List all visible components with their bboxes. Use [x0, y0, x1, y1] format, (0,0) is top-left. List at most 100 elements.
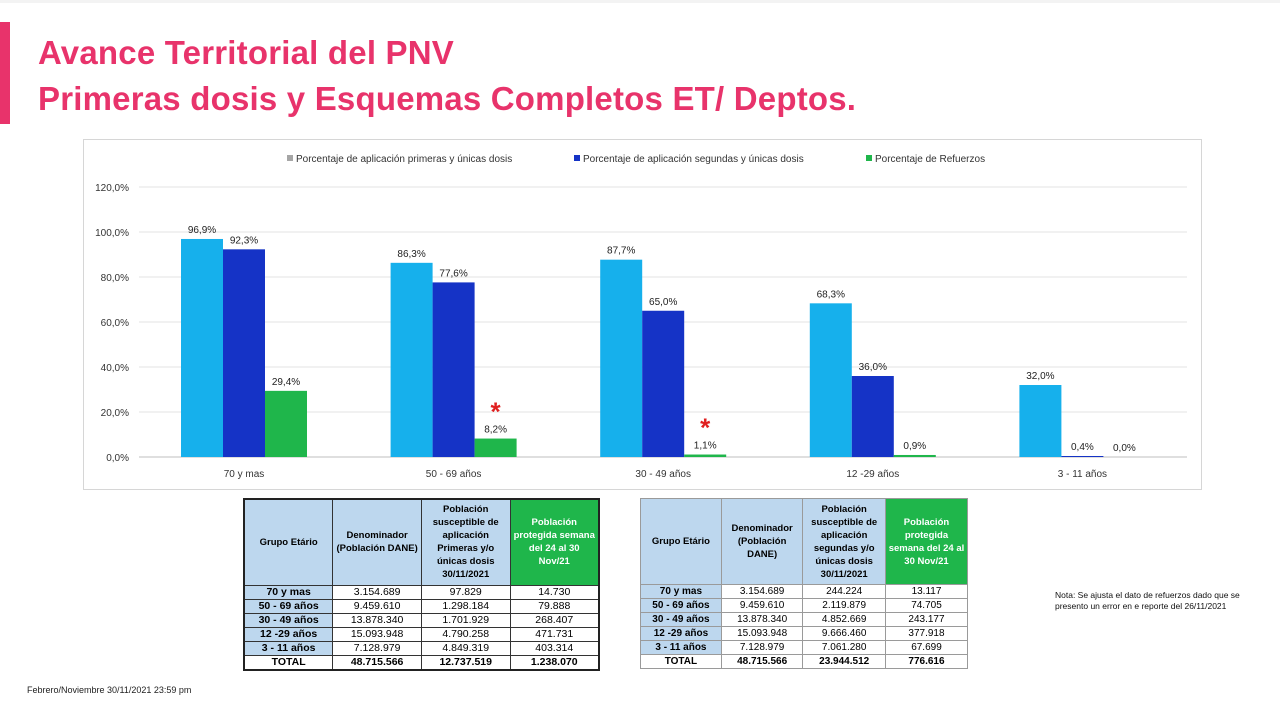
- row-group-cell: 30 - 49 años: [640, 612, 722, 627]
- table-cell: 244.224: [802, 584, 886, 599]
- bar: [684, 454, 727, 457]
- bar: [851, 376, 894, 457]
- table-cell: 3.154.689: [720, 584, 804, 599]
- table-row: 70 y mas 3.154.689 244.224 13.117: [640, 584, 969, 599]
- first-dose-table: Grupo Etário Denominador (Población DANE…: [243, 498, 600, 671]
- table-row: 50 - 69 años 9.459.610 2.119.879 74.705: [640, 598, 969, 613]
- table-cell: 776.616: [884, 654, 969, 669]
- col-header-protected: Población protegida semana del 24 al 30 …: [509, 498, 600, 586]
- row-group-cell: 12 -29 años: [640, 626, 722, 641]
- data-label: 1,1%: [694, 441, 717, 452]
- data-label: 0,9%: [903, 441, 926, 452]
- data-label: 87,7%: [607, 246, 635, 257]
- table-cell: 7.061.280: [802, 640, 886, 655]
- table-row: 12 -29 años 15.093.948 4.790.258 471.731: [243, 626, 600, 642]
- bar: [474, 438, 517, 457]
- x-tick-label: 3 - 11 años: [1058, 469, 1107, 480]
- data-label: 0,0%: [1113, 443, 1136, 454]
- col-header-denominator: Denominador (Población DANE): [720, 498, 804, 585]
- table-cell: 268.407: [509, 612, 600, 628]
- row-group-cell: 3 - 11 años: [243, 640, 334, 656]
- table-cell: 13.117: [884, 584, 969, 599]
- table-row: TOTAL 48.715.566 12.737.519 1.238.070: [243, 654, 600, 670]
- table-cell: 13.878.340: [332, 612, 422, 628]
- row-group-cell: TOTAL: [243, 654, 334, 670]
- table-cell: 1.238.070: [509, 654, 600, 670]
- table-cell: 67.699: [884, 640, 969, 655]
- bar: [642, 310, 685, 457]
- table-cell: 9.666.460: [802, 626, 886, 641]
- data-label: 96,9%: [188, 225, 216, 236]
- col-header-denominator: Denominador (Población DANE): [332, 498, 422, 586]
- slide-title: Avance Territorial del PNV: [38, 34, 455, 71]
- x-tick-label: 30 - 49 años: [635, 469, 691, 480]
- data-label: 92,3%: [230, 235, 258, 246]
- y-tick-label: 0,0%: [106, 453, 129, 464]
- table-cell: 4.790.258: [420, 626, 511, 642]
- x-tick-label: 70 y mas: [224, 469, 265, 480]
- adjustment-note: Nota: Se ajusta el dato de refuerzos dad…: [1055, 590, 1240, 611]
- bar: [181, 238, 223, 457]
- data-label: 0,4%: [1071, 442, 1094, 453]
- row-group-cell: 30 - 49 años: [243, 612, 334, 628]
- table-cell: 14.730: [509, 584, 600, 600]
- legend-label: Porcentaje de aplicación segundas y únic…: [583, 154, 804, 165]
- slide-subtitle: Primeras dosis y Esquemas Completos ET/ …: [38, 80, 857, 117]
- table-row: 30 - 49 años 13.878.340 4.852.669 243.177: [640, 612, 969, 627]
- y-tick-label: 100,0%: [95, 228, 129, 239]
- table-cell: 377.918: [884, 626, 969, 641]
- table-cell: 13.878.340: [720, 612, 804, 627]
- table-cell: 79.888: [509, 598, 600, 614]
- data-label: 36,0%: [859, 362, 887, 373]
- legend-label: Porcentaje de aplicación primeras y únic…: [296, 154, 512, 165]
- row-group-cell: 3 - 11 años: [640, 640, 722, 655]
- first-dose-table-body: 70 y mas 3.154.689 97.829 14.730 50 - 69 año…: [243, 584, 600, 670]
- data-label: 32,0%: [1026, 371, 1054, 382]
- y-tick-label: 60,0%: [101, 318, 129, 329]
- data-label: 8,2%: [484, 425, 507, 436]
- legend-swatch: [866, 155, 872, 161]
- title-accent-bar: [0, 22, 10, 124]
- table-row: 50 - 69 años 9.459.610 1.298.184 79.888: [243, 598, 600, 614]
- y-tick-label: 80,0%: [101, 273, 129, 284]
- bar: [432, 282, 475, 457]
- bar: [390, 262, 433, 457]
- table-row: 12 -29 años 15.093.948 9.666.460 377.918: [640, 626, 969, 641]
- data-label: 77,6%: [439, 268, 467, 279]
- col-header-susceptible: Población susceptible de aplicación Prim…: [420, 498, 511, 586]
- row-group-cell: 50 - 69 años: [640, 598, 722, 613]
- data-label: 65,0%: [649, 297, 677, 308]
- table-cell: 1.701.929: [420, 612, 511, 628]
- table-cell: 3.154.689: [332, 584, 422, 600]
- table-row: 3 - 11 años 7.128.979 4.849.319 403.314: [243, 640, 600, 656]
- bar-chart-panel: 0,0% 20,0% 40,0% 60,0% 80,0% 100,0% 120,0% Porc…: [83, 139, 1202, 490]
- table-cell: 4.849.319: [420, 640, 511, 656]
- table-cell: 97.829: [420, 584, 511, 600]
- legend-swatch: [287, 155, 293, 161]
- legend-swatch: [574, 155, 580, 161]
- table-cell: 403.314: [509, 640, 600, 656]
- bar: [1019, 385, 1062, 457]
- table-cell: 4.852.669: [802, 612, 886, 627]
- data-label: 68,3%: [817, 289, 845, 300]
- table-cell: 471.731: [509, 626, 600, 642]
- col-header-susceptible: Población susceptible de aplicación segu…: [802, 498, 886, 585]
- table-cell: 74.705: [884, 598, 969, 613]
- row-group-cell: 50 - 69 años: [243, 598, 334, 614]
- x-tick-label: 50 - 69 años: [426, 469, 482, 480]
- table-cell: 48.715.566: [332, 654, 422, 670]
- table-cell: 23.944.512: [802, 654, 886, 669]
- col-header-group: Grupo Etário: [640, 498, 722, 585]
- data-label: 86,3%: [397, 249, 425, 260]
- row-group-cell: 12 -29 años: [243, 626, 334, 642]
- table-row: 30 - 49 años 13.878.340 1.701.929 268.407: [243, 612, 600, 628]
- table-row: TOTAL 48.715.566 23.944.512 776.616: [640, 654, 969, 669]
- second-dose-table-body: 70 y mas 3.154.689 244.224 13.117 50 - 69 añ…: [640, 584, 969, 669]
- table-cell: 243.177: [884, 612, 969, 627]
- bar: [600, 259, 643, 457]
- legend-label: Porcentaje de Refuerzos: [875, 154, 985, 165]
- bar: [223, 249, 265, 457]
- col-header-protected: Población protegida semana del 24 al 30 …: [884, 498, 969, 585]
- table-cell: 9.459.610: [332, 598, 422, 614]
- table-cell: 48.715.566: [720, 654, 804, 669]
